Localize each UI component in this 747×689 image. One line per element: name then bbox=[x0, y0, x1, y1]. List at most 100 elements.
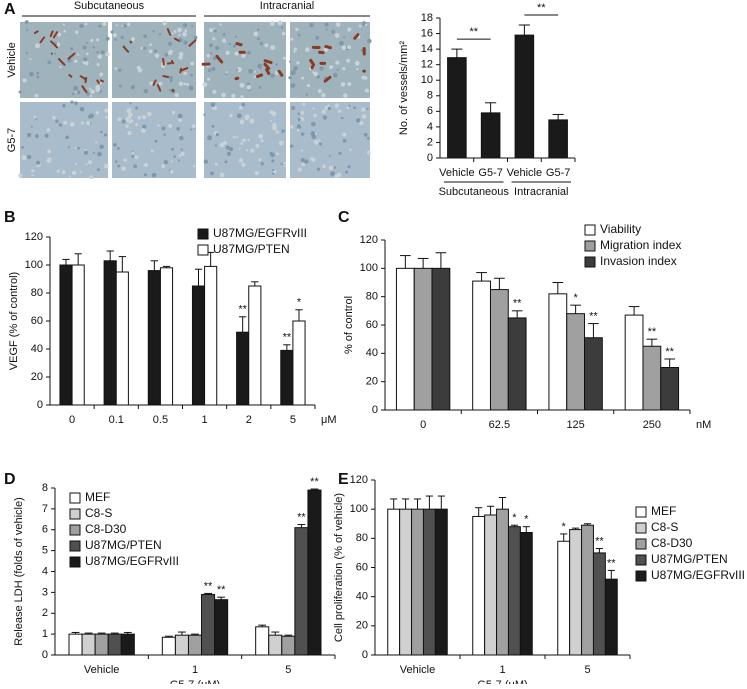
texture bbox=[97, 168, 100, 171]
texture bbox=[159, 33, 162, 36]
texture bbox=[260, 42, 263, 45]
bar bbox=[95, 634, 108, 655]
legend-label: MEF bbox=[85, 490, 110, 504]
texture bbox=[239, 158, 243, 162]
texture bbox=[281, 163, 283, 165]
texture bbox=[74, 59, 78, 63]
texture bbox=[162, 21, 166, 25]
texture bbox=[70, 101, 73, 104]
texture bbox=[65, 135, 69, 139]
legend-swatch bbox=[70, 525, 80, 535]
texture bbox=[113, 33, 117, 37]
texture bbox=[74, 101, 78, 105]
texture bbox=[35, 94, 39, 98]
texture bbox=[342, 67, 345, 70]
texture bbox=[337, 173, 342, 178]
x-tick-label: Vehicle bbox=[400, 664, 435, 676]
texture bbox=[298, 113, 300, 115]
texture bbox=[258, 134, 263, 139]
texture bbox=[157, 124, 160, 127]
texture bbox=[207, 135, 212, 140]
y-axis-title: % of control bbox=[343, 296, 355, 354]
texture bbox=[84, 151, 88, 155]
x-axis-title: nM bbox=[696, 419, 711, 431]
texture bbox=[343, 93, 348, 98]
bar bbox=[116, 272, 128, 405]
texture bbox=[248, 139, 250, 141]
texture bbox=[257, 37, 260, 40]
texture bbox=[29, 72, 34, 77]
texture bbox=[131, 155, 134, 158]
texture bbox=[301, 132, 305, 136]
legend-label: U87MG/EGFRvIII bbox=[213, 226, 307, 240]
texture bbox=[130, 102, 132, 104]
texture bbox=[310, 157, 313, 160]
texture bbox=[178, 114, 183, 119]
bar bbox=[308, 490, 321, 655]
texture bbox=[191, 25, 193, 27]
texture bbox=[297, 124, 301, 128]
legend-swatch bbox=[198, 245, 208, 255]
texture bbox=[183, 23, 187, 27]
texture bbox=[31, 169, 34, 172]
texture bbox=[209, 43, 213, 47]
y-axis-title: Release LDH (folds of vehicle) bbox=[13, 497, 25, 646]
vessel bbox=[69, 75, 71, 77]
y-tick-label: 1 bbox=[42, 628, 48, 640]
column-label: Subcutaneous bbox=[74, 0, 145, 12]
significance: * bbox=[524, 514, 529, 526]
vessel bbox=[163, 76, 168, 77]
texture bbox=[345, 171, 348, 174]
texture bbox=[75, 147, 77, 149]
group-label: Subcutaneous bbox=[439, 186, 510, 198]
micrograph bbox=[20, 22, 108, 98]
bar bbox=[515, 35, 534, 158]
texture bbox=[227, 152, 231, 156]
texture bbox=[209, 28, 213, 32]
bar bbox=[414, 268, 432, 410]
texture bbox=[290, 125, 294, 129]
bar bbox=[60, 265, 72, 405]
texture bbox=[47, 60, 51, 64]
bar bbox=[520, 533, 532, 656]
texture bbox=[86, 42, 88, 44]
texture bbox=[77, 54, 79, 56]
texture bbox=[240, 120, 245, 125]
bar bbox=[485, 515, 497, 655]
texture bbox=[359, 24, 362, 27]
x-tick-label: 0 bbox=[69, 414, 75, 426]
texture bbox=[55, 120, 58, 123]
texture bbox=[127, 131, 131, 135]
vessel bbox=[237, 44, 241, 45]
texture bbox=[31, 126, 33, 128]
texture bbox=[85, 23, 88, 26]
texture bbox=[210, 52, 212, 54]
texture bbox=[242, 138, 245, 141]
legend-swatch bbox=[585, 257, 595, 267]
texture bbox=[182, 32, 187, 37]
texture bbox=[81, 122, 84, 125]
texture bbox=[264, 43, 268, 47]
texture bbox=[93, 152, 95, 154]
texture bbox=[144, 89, 148, 93]
texture bbox=[133, 164, 137, 168]
texture bbox=[222, 39, 226, 43]
texture bbox=[122, 25, 124, 27]
texture bbox=[253, 32, 258, 37]
texture bbox=[159, 82, 163, 86]
texture bbox=[318, 139, 320, 141]
texture bbox=[225, 51, 229, 55]
texture bbox=[47, 128, 51, 132]
texture bbox=[155, 53, 160, 58]
texture bbox=[215, 144, 217, 146]
texture bbox=[141, 128, 146, 133]
vessel bbox=[163, 59, 164, 65]
texture bbox=[203, 114, 205, 116]
bar bbox=[585, 338, 603, 410]
texture bbox=[215, 163, 218, 166]
texture bbox=[184, 29, 187, 32]
significance: ** bbox=[238, 304, 247, 316]
legend-swatch bbox=[70, 509, 80, 519]
legend-label: Invasion index bbox=[600, 254, 677, 268]
y-tick-label: 6 bbox=[42, 524, 48, 536]
